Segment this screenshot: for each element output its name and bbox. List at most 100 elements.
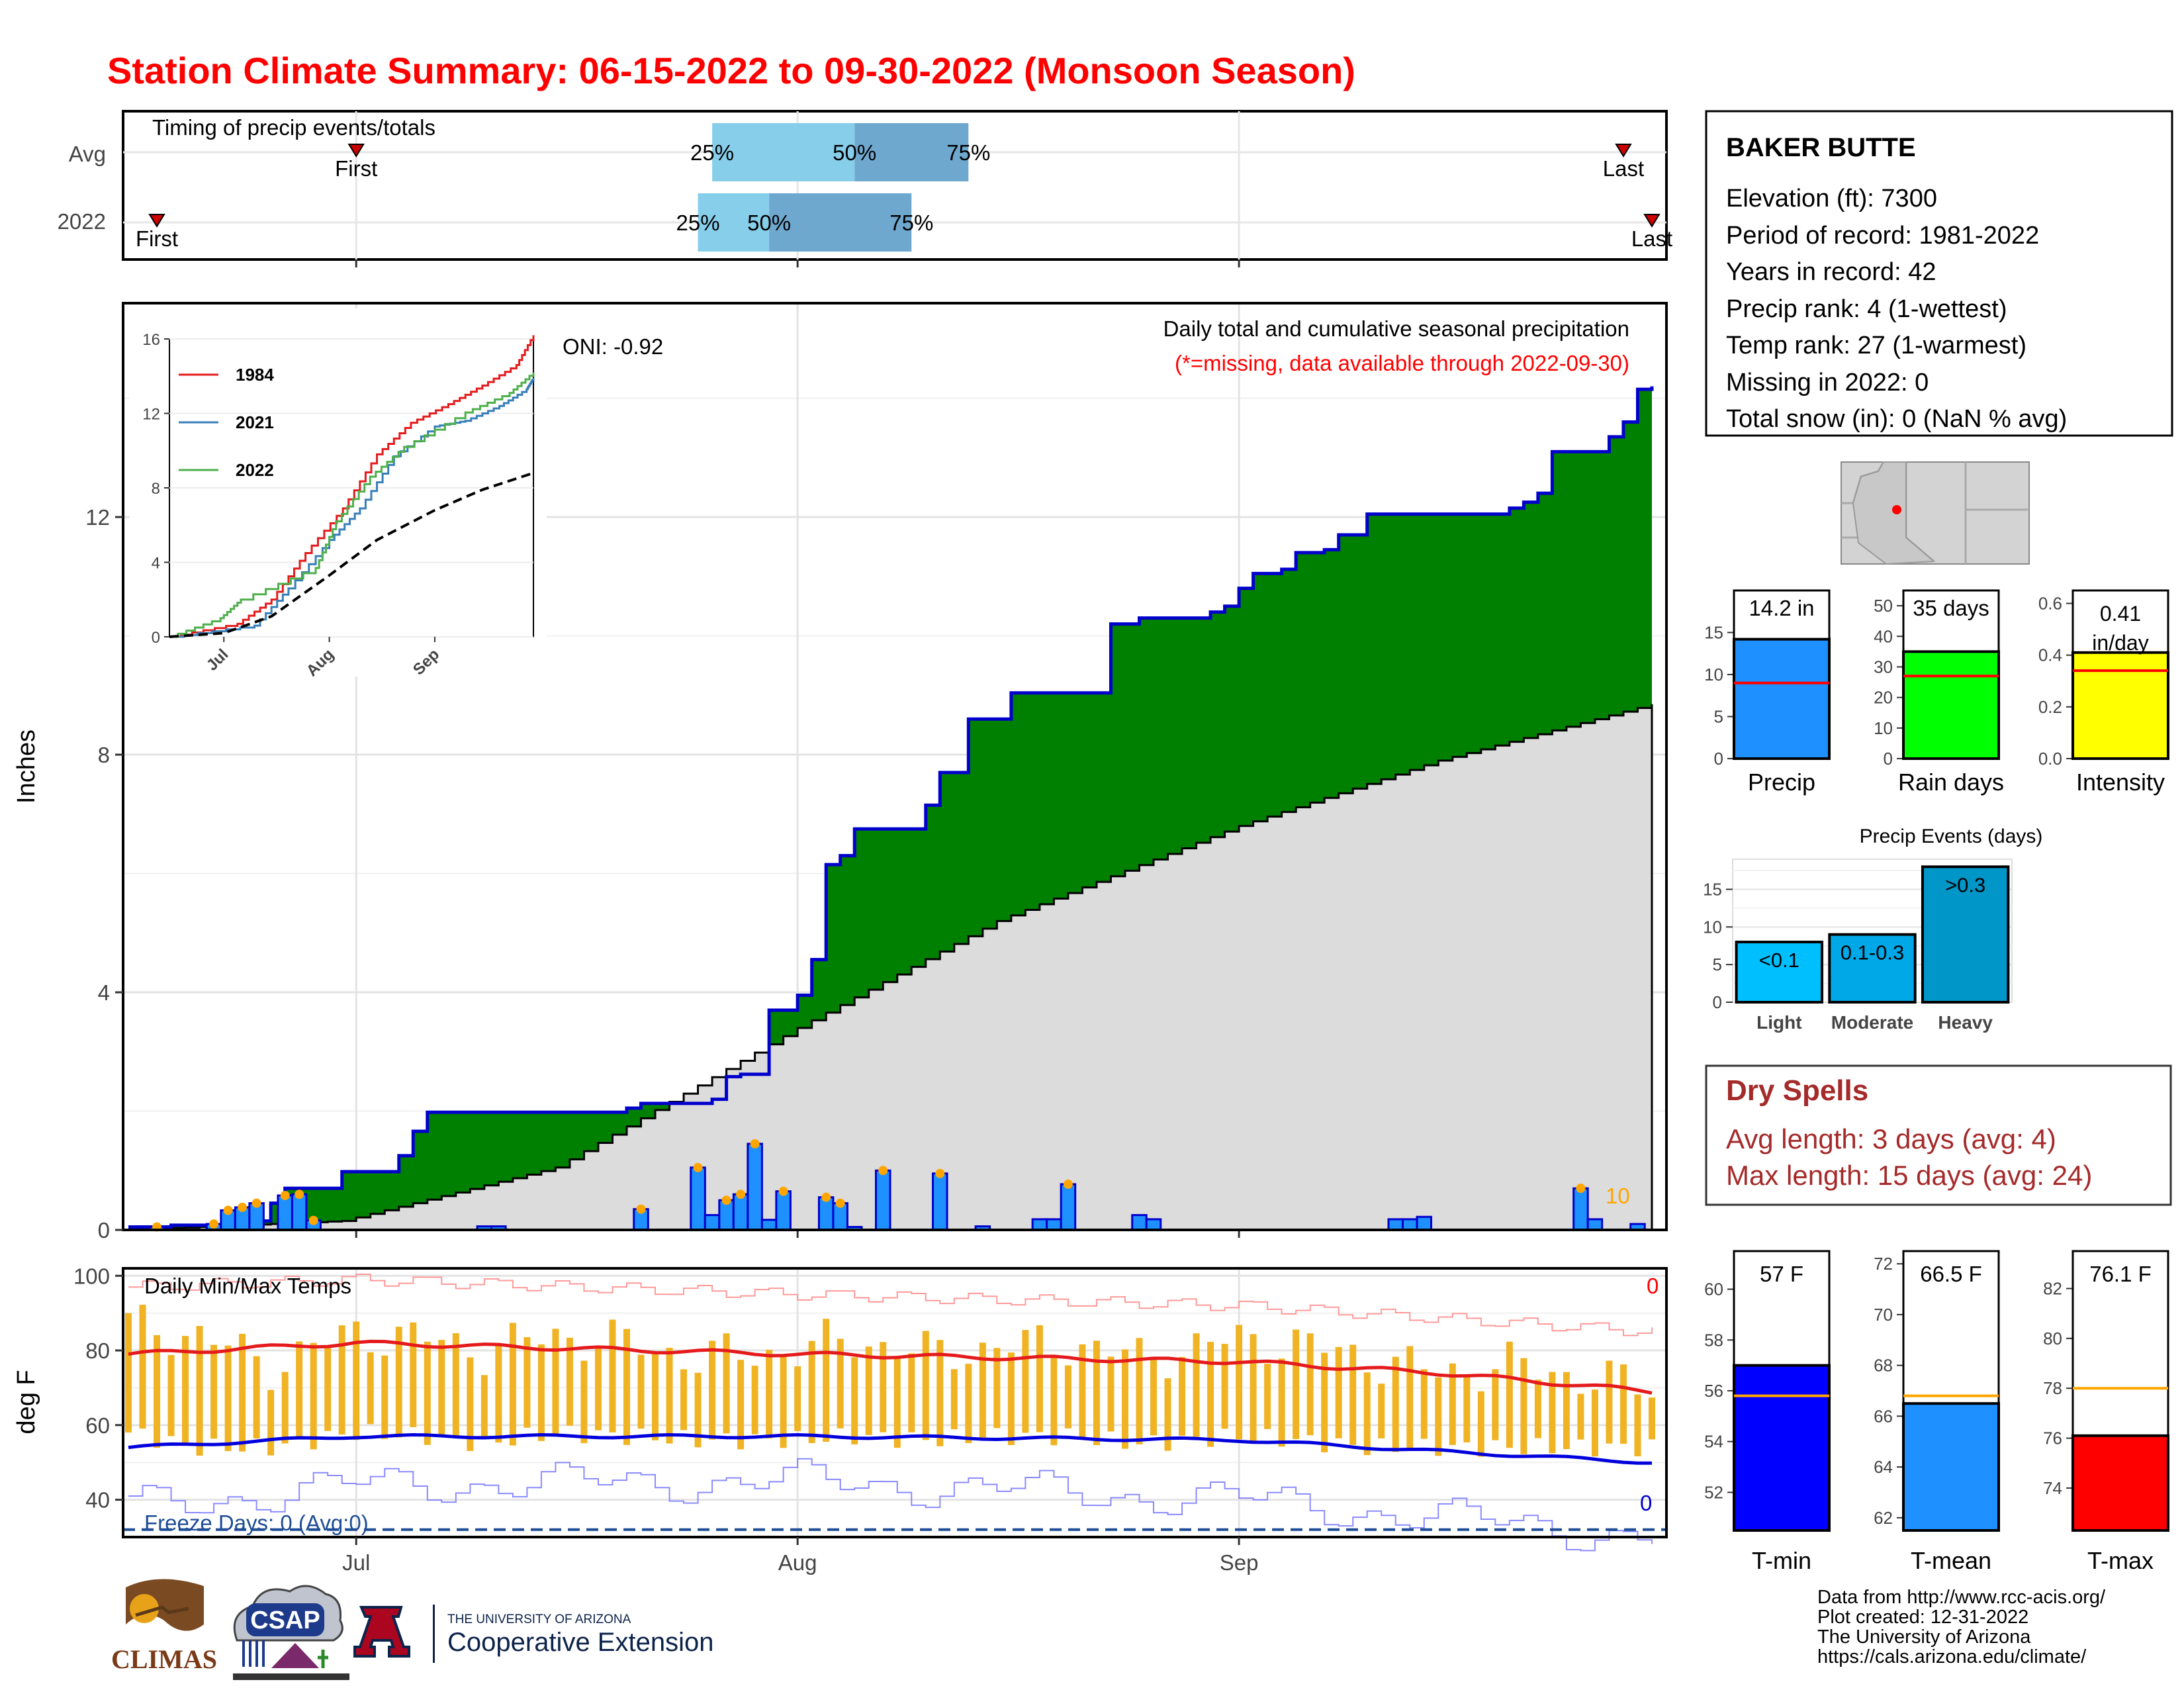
summary-y-tick-label: 0.2	[2038, 697, 2062, 717]
precip-y-tick-label: 4	[98, 980, 110, 1005]
temp-bar-category-label: T-min	[1752, 1547, 1811, 1574]
summary-value-unit: in/day	[2092, 631, 2148, 655]
daily-temp-range-bar	[823, 1319, 830, 1442]
daily-temp-range-bar	[1236, 1325, 1243, 1440]
daily-temp-range-bar	[936, 1340, 944, 1446]
events-bar-label: <0.1	[1759, 949, 1799, 972]
summary-y-tick-label: 50	[1874, 596, 1893, 616]
daily-temp-range-bar	[566, 1337, 573, 1426]
daily-precip-bar	[1060, 1183, 1077, 1231]
daily-temp-range-bar	[1449, 1363, 1456, 1445]
daily-temp-range-bar	[1534, 1380, 1541, 1438]
events-bar-label: >0.3	[1945, 873, 1985, 896]
timing-p75-label: 75%	[889, 211, 933, 235]
daily-precip-bar	[775, 1190, 792, 1231]
daily-temp-range-bar	[154, 1335, 161, 1448]
temp-bar-category-label: T-max	[2087, 1547, 2154, 1574]
daily-temp-range-bar	[523, 1336, 531, 1428]
event-dot	[308, 1215, 318, 1225]
daily-temp-range-bar	[324, 1346, 332, 1431]
daily-temp-range-bar	[851, 1357, 858, 1445]
daily-temp-range-bar	[1136, 1338, 1143, 1444]
temp-bar-value-label: 76.1 F	[2089, 1262, 2152, 1286]
daily-precip-bar	[1145, 1218, 1162, 1231]
temperature-bar-charts: 52 54 56 58 60 57 F T-min 62 64 66 68 70 72 66.5 F T-m…	[1704, 1250, 2169, 1574]
event-dot	[636, 1204, 646, 1214]
oni-label: ONI: -0.92	[563, 334, 663, 359]
missing-note: (*=missing, data available through 2022-…	[1175, 351, 1629, 375]
daily-temp-range-bar	[766, 1350, 773, 1438]
summary-y-tick-label: 5	[1714, 707, 1723, 727]
credit-line-created: Plot created: 12-31-2022	[1817, 1607, 2028, 1628]
daily-temp-range-bar	[694, 1372, 702, 1448]
temp-y-tick-label: 40	[85, 1488, 110, 1513]
timing-panel: Timing of precip events/totals Avg 2022 …	[58, 110, 1672, 267]
station-info-box: BAKER BUTTE Elevation (ft): 7300 Period …	[1705, 110, 2173, 437]
daily-temp-range-bar	[922, 1331, 929, 1440]
station-line-years: Years in record: 42	[1726, 258, 1936, 286]
summary-bar-intensity: 0.0 0.2 0.4 0.6 0.41 in/day Intensity	[2038, 589, 2169, 796]
event-dot	[1576, 1184, 1586, 1194]
daily-temp-range-bar	[908, 1353, 915, 1432]
daily-temp-range-bar	[623, 1329, 630, 1445]
event-dot	[251, 1198, 261, 1208]
daily-temp-range-bar	[794, 1366, 801, 1431]
daily-temp-range-bar	[1121, 1349, 1128, 1449]
daily-precip-bar	[1387, 1218, 1404, 1231]
credits: Data from http://www.rcc-acis.org/ Plot …	[1817, 1587, 2106, 1667]
ua-big-text: Cooperative Extension	[447, 1628, 713, 1657]
daily-temp-range-bar	[1606, 1360, 1613, 1444]
event-dot	[693, 1162, 703, 1172]
daily-temp-range-bar	[780, 1356, 787, 1448]
temp-bar-y-tick-label: 62	[1874, 1508, 1893, 1528]
temp-bar-y-tick-label: 78	[2043, 1378, 2062, 1398]
summary-value-bar	[1733, 637, 1831, 760]
daily-temp-range-bar	[1378, 1383, 1385, 1438]
timing-p25-label: 25%	[676, 211, 720, 235]
event-dot	[295, 1190, 304, 1199]
temp-x-tick-label: Aug	[778, 1550, 817, 1575]
events-y-tick-label: 5	[1713, 955, 1722, 974]
events-bar-light	[1735, 941, 1824, 1004]
daily-temp-range-bar	[1079, 1344, 1086, 1440]
daily-precip-bar	[932, 1172, 948, 1231]
temp-bar-y-tick-label: 74	[2043, 1478, 2062, 1498]
station-line-snow: Total snow (in): 0 (NaN % avg)	[1726, 405, 2067, 433]
average-cumulative-area	[128, 704, 1653, 1231]
summary-category-label: Precip	[1748, 769, 1815, 796]
credit-line-url: https://cals.arizona.edu/climate/	[1817, 1646, 2087, 1667]
temp-bar-y-tick-label: 70	[1874, 1305, 1893, 1325]
summary-value-label: 0.41	[2100, 602, 2141, 626]
daily-temp-range-bar	[395, 1327, 402, 1438]
daily-temp-range-bar	[1050, 1355, 1058, 1446]
daily-temp-range-bar	[1463, 1374, 1471, 1443]
events-y-tick-label: 15	[1703, 879, 1722, 899]
daily-temp-range-bar	[1107, 1356, 1115, 1432]
daily-temp-range-bar	[1435, 1377, 1442, 1456]
dry-spells-box: Dry Spells Avg length: 3 days (avg: 4) M…	[1705, 1064, 2172, 1206]
temp-bar-y-tick-label: 82	[2043, 1279, 2062, 1299]
temp-bar-category-label: T-mean	[1911, 1547, 1991, 1574]
dry-spells-avg: Avg length: 3 days (avg: 4)	[1726, 1123, 2056, 1154]
daily-temp-range-bar	[865, 1346, 872, 1435]
events-y-tick-label: 10	[1703, 917, 1722, 937]
daily-temp-range-bar	[1591, 1389, 1598, 1457]
ua-logo: THE UNIVERSITY OF ARIZONA Cooperative Ex…	[353, 1605, 713, 1663]
daily-temp-range-bar	[1363, 1372, 1371, 1456]
event-dot	[736, 1190, 746, 1199]
daily-temp-range-bar	[637, 1354, 645, 1429]
station-line-precip-rank: Precip rank: 4 (1-wettest)	[1726, 295, 2007, 323]
daily-temp-range-bar	[709, 1340, 716, 1440]
timing-p50-label: 50%	[747, 211, 791, 235]
event-dot	[835, 1198, 845, 1208]
daily-temp-range-bar	[1306, 1333, 1314, 1436]
summary-y-tick-label: 0.0	[2038, 749, 2062, 769]
daily-temp-range-bar	[1164, 1378, 1171, 1451]
timing-first-marker	[347, 144, 365, 158]
daily-precip-bar	[760, 1219, 778, 1231]
precip-y-tick-label: 8	[98, 743, 110, 767]
credit-line-university: The University of Arizona	[1817, 1626, 2031, 1648]
credit-line-data: Data from http://www.rcc-acis.org/	[1817, 1587, 2106, 1608]
dry-spells-title: Dry Spells	[1726, 1074, 1868, 1107]
